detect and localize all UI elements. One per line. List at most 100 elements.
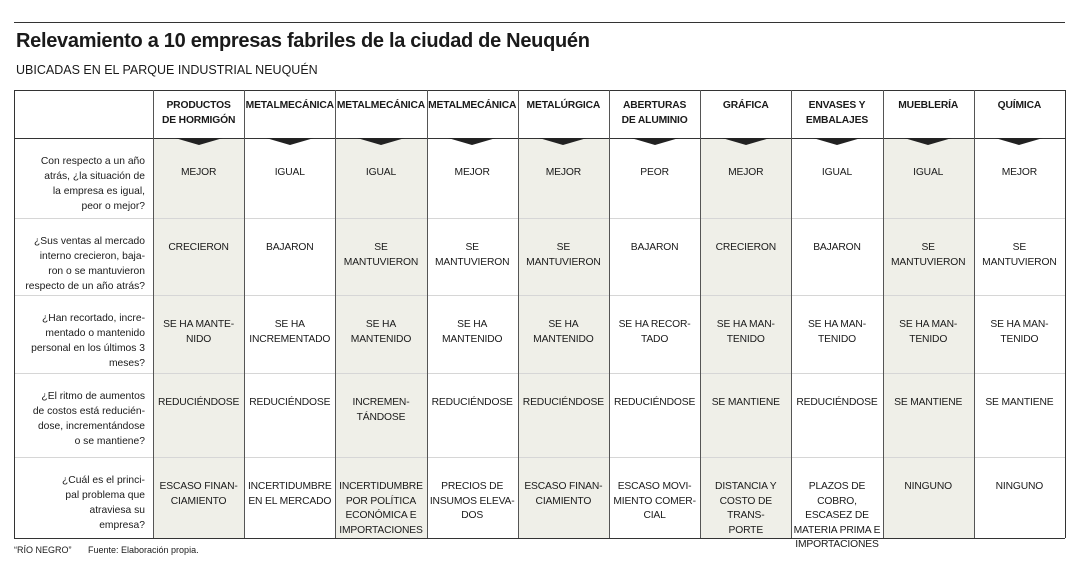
title: Relevamiento a 10 empresas fabriles de l… [16,30,590,52]
row-rule [14,218,1065,219]
column-header: QUÍMICA [997,100,1042,111]
answer: SE HA MAN- TENIDO [807,319,866,345]
answer: ESCASO FINAN- CIAMIENTO [524,481,603,507]
column-header: PRODUCTOS DE HORMIGÓN [161,100,236,126]
table-bottom [14,538,1065,539]
answer: SE MANTIENE [711,397,780,408]
answer: SE HA MANTENIDO [441,319,503,345]
column-header: METALMECÁNICA [428,100,517,111]
column-rule [335,90,337,538]
answer: SE MANTIENE [894,397,963,408]
header-chevron [721,138,770,145]
answer: IGUAL [913,167,944,178]
answer: INCERTIDUMBRE EN EL MERCADO [247,481,332,507]
subtitle: UBICADAS EN EL PARQUE INDUSTRIAL NEUQUÉN [16,63,318,77]
answer: NINGUNO [995,481,1044,492]
answer: SE MANTUVIERON [526,242,601,268]
answer: REDUCIÉNDOSE [522,397,604,408]
row-question: ¿Han recortado, incre- mentado o manteni… [31,313,145,369]
row-question: ¿Cuál es el princi- pal problema que atr… [62,475,145,531]
answer: SE HA RECOR- TADO [618,319,691,345]
answer: SE HA INCREMENTADO [249,319,331,345]
row-rule [14,457,1065,458]
answer: MEJOR [728,167,764,178]
column-rule [609,90,610,538]
header-chevron [813,138,861,145]
column-shade [882,138,974,538]
table-left [14,90,15,538]
answer: MEJOR [545,167,582,178]
answer: ESCASO FINAN- CIAMIENTO [159,481,238,507]
answer: IGUAL [821,167,853,178]
row-question: Con respecto a un año atrás, ¿la situaci… [40,156,145,212]
column-shade [335,138,427,538]
answer: MEJOR [454,167,490,178]
column-header: METALMECÁNICA [336,100,426,111]
header-chevron [539,138,588,145]
row-rule [14,373,1065,374]
answer: MEJOR [180,167,217,178]
row-question: ¿Sus ventas al mercado interno crecieron… [25,236,145,292]
answer: BAJARON [813,242,861,253]
column-header: GRÁFICA [722,100,769,111]
column-shade [153,138,245,538]
answer: BAJARON [265,242,314,253]
answer: SE MANTIENE [985,397,1054,408]
column-header: ABERTURAS DE ALUMINIO [621,100,688,126]
answer: INCREMEN- TÁNDOSE [352,397,410,423]
answer: PRECIOS DE INSUMOS ELEVA- DOS [429,481,515,522]
answer: BAJARON [630,242,679,253]
answer: SE MANTUVIERON [890,242,966,268]
header-chevron [448,138,497,145]
header-chevron [904,138,953,145]
column-header: ENVASES Y EMBALAJES [805,100,869,126]
top-rule [14,22,1065,23]
answer: CRECIERON [715,242,777,253]
header-chevron [630,138,679,145]
answer: SE HA MAN- TENIDO [899,319,958,345]
answer: NINGUNO [904,481,952,492]
answer: SE MANTUVIERON [434,242,510,268]
answer: DISTANCIA Y COSTO DE TRANS- PORTE [715,481,777,536]
answer: IGUAL [274,167,305,178]
header-chevron [174,138,223,145]
header-chevron [265,138,314,145]
row-question: ¿El ritmo de aumentos de costos está red… [32,391,145,447]
answer: REDUCIÉNDOSE [249,397,331,408]
answer: SE MANTUVIERON [343,242,419,268]
answer: PLAZOS DE COBRO, ESCASEZ DE MATERIA PRIM… [793,481,881,551]
answer: SE HA MAN- TENIDO [990,319,1049,345]
column-header: METALÚRGICA [526,100,601,111]
column-rule [700,90,702,538]
answer: SE HA MANTENIDO [350,319,412,345]
answer: ESCASO MOVI- MIENTO COMER- CIAL [613,481,696,522]
column-rule [791,90,793,538]
answer: SE HA MAN- TENIDO [716,319,775,345]
answer: REDUCIÉNDOSE [431,397,513,408]
row-rule [14,295,1065,296]
answer: REDUCIÉNDOSE [796,397,878,408]
answer: REDUCIÉNDOSE [158,397,240,408]
answer: PEOR [640,167,669,178]
column-rule [517,90,519,538]
answer: SE HA MANTENIDO [533,319,594,345]
column-rule [153,90,154,538]
answer: SE HA MANTE- NIDO [163,319,235,345]
header-chevron [995,138,1044,145]
column-shade [517,138,609,538]
column-rule [882,90,884,538]
column-header: METALMECÁNICA [245,100,334,111]
column-rule [1065,90,1066,538]
column-rule [973,90,975,538]
answer: IGUAL [365,167,397,178]
source: Fuente: Elaboración propia. [88,545,199,555]
column-rule [244,90,246,538]
answer: SE MANTUVIERON [982,242,1057,268]
answer: REDUCIÉNDOSE [614,397,696,408]
column-header: MUEBLERÍA [898,100,959,111]
answer: MEJOR [1001,167,1038,178]
header-chevron [357,138,405,145]
answer: CRECIERON [168,242,229,253]
